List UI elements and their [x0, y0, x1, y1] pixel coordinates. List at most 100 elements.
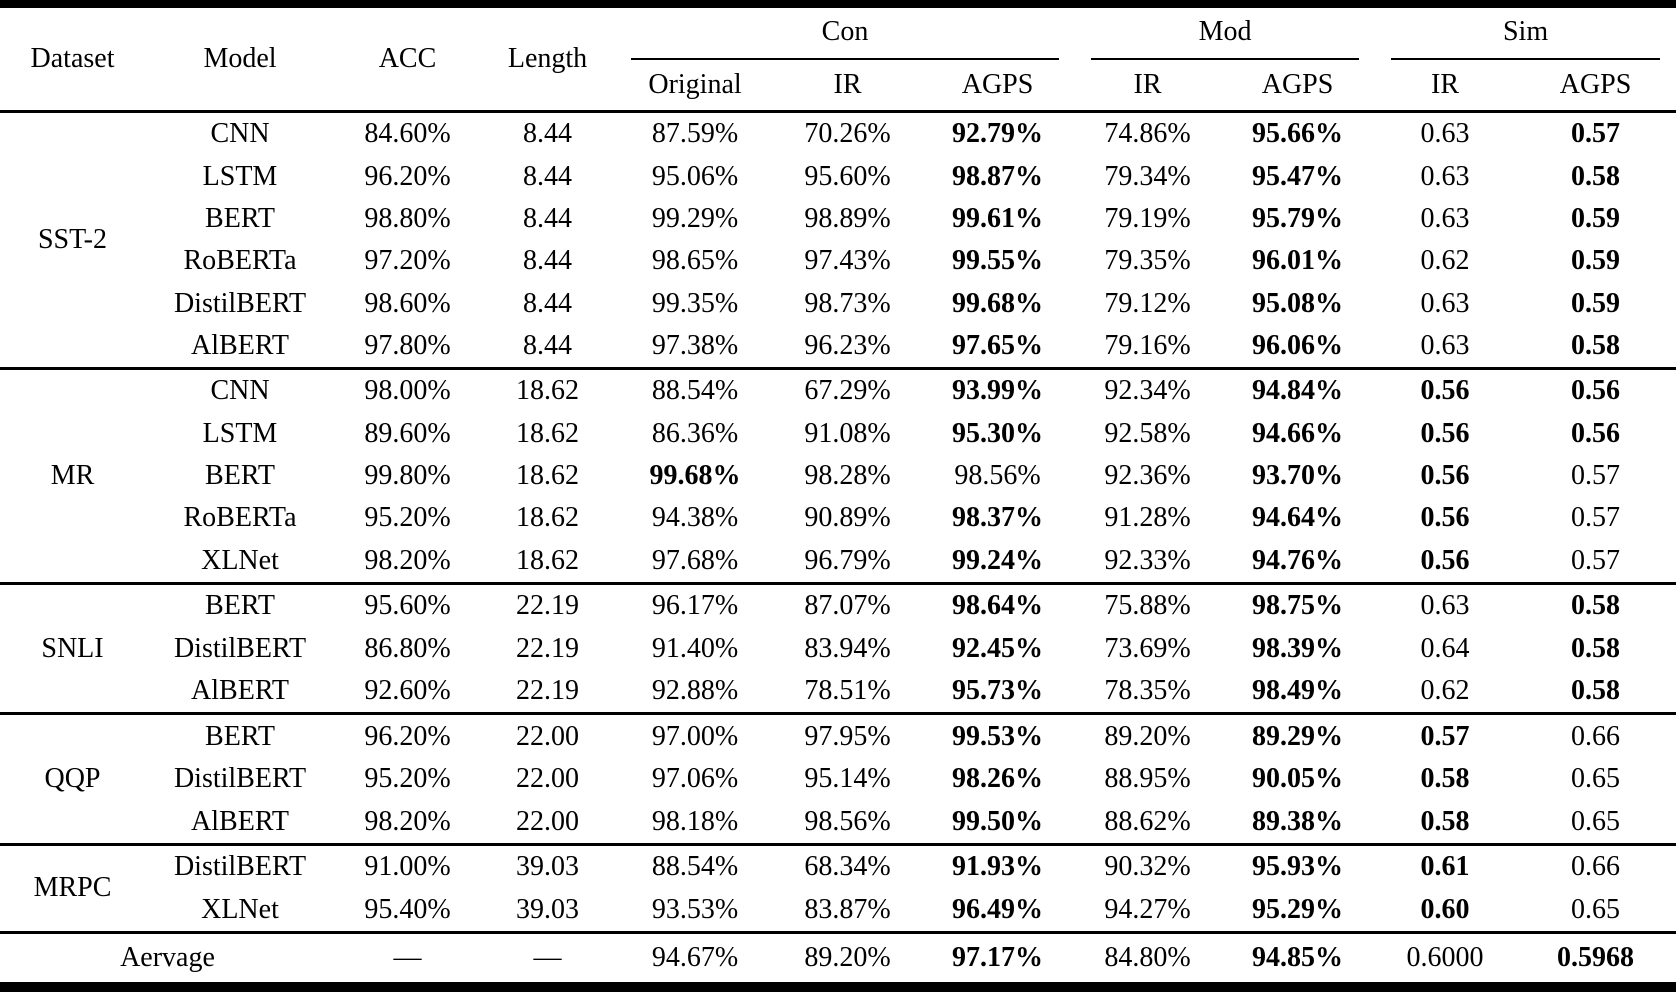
- cell-con-original: 97.06%: [651, 763, 739, 795]
- cell-con-original: 91.40%: [651, 632, 739, 664]
- model-name: AlBERT: [191, 675, 289, 707]
- cell-con-ir: 96.23%: [804, 329, 891, 361]
- cell-sim-ir: 0.56: [1420, 460, 1470, 492]
- cell-mod-agps: 95.66%: [1252, 118, 1344, 150]
- cell-mod-agps: 90.05%: [1252, 763, 1344, 795]
- table-row: MRPC DistilBERT 91.00% 39.03 88.54% 68.34% 91.…: [0, 842, 1676, 933]
- table-row: DistilBERT 98.60% 8.44 99.35% 98.73% 99.68% 79…: [0, 282, 1676, 324]
- cell-con-original: 98.65%: [651, 245, 739, 277]
- cell-sim-ir: 0.63: [1375, 582, 1516, 628]
- model-name: AlBERT: [191, 329, 289, 361]
- cell-con-agps: 99.24%: [952, 544, 1044, 576]
- acc-value: 86.80%: [364, 632, 451, 664]
- cell-con-original: 94.38%: [651, 502, 739, 534]
- cell-mod-ir: 73.69%: [1104, 632, 1191, 664]
- length-value: 22.00: [516, 763, 579, 795]
- group-header-con-label: Con: [631, 16, 1060, 60]
- length-value: 22.19: [516, 675, 579, 707]
- cell-mod-ir: 94.27%: [1104, 893, 1191, 925]
- cell-mod-agps: 94.76%: [1252, 544, 1344, 576]
- acc-value: 96.20%: [364, 160, 451, 192]
- cell-sim-agps: 0.59: [1571, 245, 1621, 277]
- cell-con-original: 97.00%: [615, 712, 775, 758]
- cell-mod-ir: 79.12%: [1104, 287, 1191, 319]
- cell-con-agps: 98.87%: [952, 160, 1044, 192]
- cell-con-ir: 70.26%: [804, 118, 891, 150]
- cell-con-ir: 97.43%: [804, 245, 891, 277]
- cell-con-original: 86.36%: [651, 417, 739, 449]
- length-value: 8.44: [523, 202, 572, 234]
- cell-sim-ir: 0.61: [1375, 842, 1516, 889]
- cell-con-agps: 95.73%: [952, 675, 1044, 707]
- cell-mod-agps: 94.84%: [1220, 367, 1376, 413]
- cell-mod-ir: 91.28%: [1104, 502, 1191, 534]
- cell-mod-agps: 98.49%: [1252, 675, 1344, 707]
- cell-sim-agps: 0.59: [1571, 287, 1621, 319]
- cell-mod-agps: 89.38%: [1252, 805, 1344, 837]
- table-row: AlBERT 97.80% 8.44 97.38% 96.23% 97.65% 79.16%…: [0, 325, 1676, 369]
- cell-mod-ir: 92.34%: [1075, 367, 1221, 413]
- cell-con-ir: 96.79%: [804, 544, 891, 576]
- group-header-mod: Mod: [1075, 4, 1375, 60]
- acc-value: 89.60%: [364, 417, 451, 449]
- cell-con-agps: 99.53%: [920, 712, 1076, 758]
- col-header-dataset: Dataset: [30, 43, 115, 74]
- acc-value: 97.20%: [364, 245, 451, 277]
- table-row: RoBERTa 97.20% 8.44 98.65% 97.43% 99.55% 79.35…: [0, 240, 1676, 282]
- cell-sim-ir: 0.58: [1420, 763, 1470, 795]
- dataset-label: SNLI: [0, 582, 145, 714]
- cell-con-original: 99.68%: [649, 460, 741, 492]
- cell-con-ir: 90.89%: [804, 502, 891, 534]
- length-value: 22.00: [516, 805, 579, 837]
- model-name: BERT: [205, 460, 275, 492]
- model-name: RoBERTa: [183, 502, 297, 534]
- cell-sim-agps: 0.56: [1571, 417, 1621, 449]
- col-header-length: Length: [507, 43, 588, 74]
- cell-con-agps: 98.26%: [952, 763, 1044, 795]
- cell-con-original: 97.68%: [651, 544, 739, 576]
- cell-mod-agps: 89.29%: [1220, 712, 1376, 758]
- model-name: DistilBERT: [145, 842, 335, 889]
- length-value: 8.44: [523, 160, 572, 192]
- table-row: AlBERT 92.60% 22.19 92.88% 78.51% 95.73% 78.35…: [0, 670, 1676, 714]
- cell-con-ir: 83.94%: [804, 632, 891, 664]
- col-header-mod-agps: AGPS: [1261, 69, 1334, 100]
- acc-value: 97.80%: [364, 329, 451, 361]
- col-header-sim-agps: AGPS: [1559, 69, 1632, 100]
- cell-mod-agps: 94.66%: [1252, 417, 1344, 449]
- col-header-con-agps: AGPS: [961, 69, 1034, 100]
- length-value: 22.19: [516, 632, 579, 664]
- cell-sim-agps: 0.56: [1515, 367, 1676, 413]
- cell-con-original: 99.29%: [651, 202, 739, 234]
- cell-sim-agps: 0.58: [1571, 329, 1621, 361]
- acc-value: 91.00%: [335, 842, 480, 889]
- table-row: AlBERT 98.20% 22.00 98.18% 98.56% 99.50% 88.62…: [0, 800, 1676, 844]
- cell-sim-ir: 0.56: [1420, 417, 1470, 449]
- cell-sim-agps: 0.66: [1515, 842, 1676, 889]
- cell-con-agps: 98.64%: [920, 582, 1076, 628]
- length-value: 22.00: [480, 712, 615, 758]
- cell-con-agps: 93.99%: [920, 367, 1076, 413]
- cell-con-ir: 98.73%: [804, 287, 891, 319]
- cell-mod-ir: 75.88%: [1075, 582, 1221, 628]
- cell-mod-agps: 95.29%: [1252, 893, 1344, 925]
- col-header-sim-ir: IR: [1431, 69, 1460, 100]
- table-row: DistilBERT 86.80% 22.19 91.40% 83.94% 92.45% 7…: [0, 628, 1676, 670]
- cell-mod-ir: 74.86%: [1104, 118, 1191, 150]
- model-name: DistilBERT: [173, 763, 307, 795]
- cell-mod-ir: 92.36%: [1104, 460, 1191, 492]
- dataset-label: QQP: [0, 712, 145, 845]
- col-header-acc: ACC: [378, 43, 437, 74]
- cell-mod-agps: 95.08%: [1252, 287, 1344, 319]
- cell-con-original: 92.88%: [651, 675, 739, 707]
- length-value: 18.62: [480, 367, 615, 413]
- cell-mod-ir: 92.58%: [1104, 417, 1191, 449]
- cell-mod-ir: 79.16%: [1104, 329, 1191, 361]
- table-row: SST-2 CNN 84.60% 8.44 87.59% 70.26% 92.79% 74.8…: [0, 112, 1676, 255]
- cell-sim-agps: 0.59: [1571, 202, 1621, 234]
- dataset-label: MRPC: [0, 842, 145, 933]
- table-row: XLNet 98.20% 18.62 97.68% 96.79% 99.24% 92.33%…: [0, 540, 1676, 584]
- cell-con-original: 88.54%: [615, 842, 775, 889]
- cell-sim-agps: 0.58: [1571, 632, 1621, 664]
